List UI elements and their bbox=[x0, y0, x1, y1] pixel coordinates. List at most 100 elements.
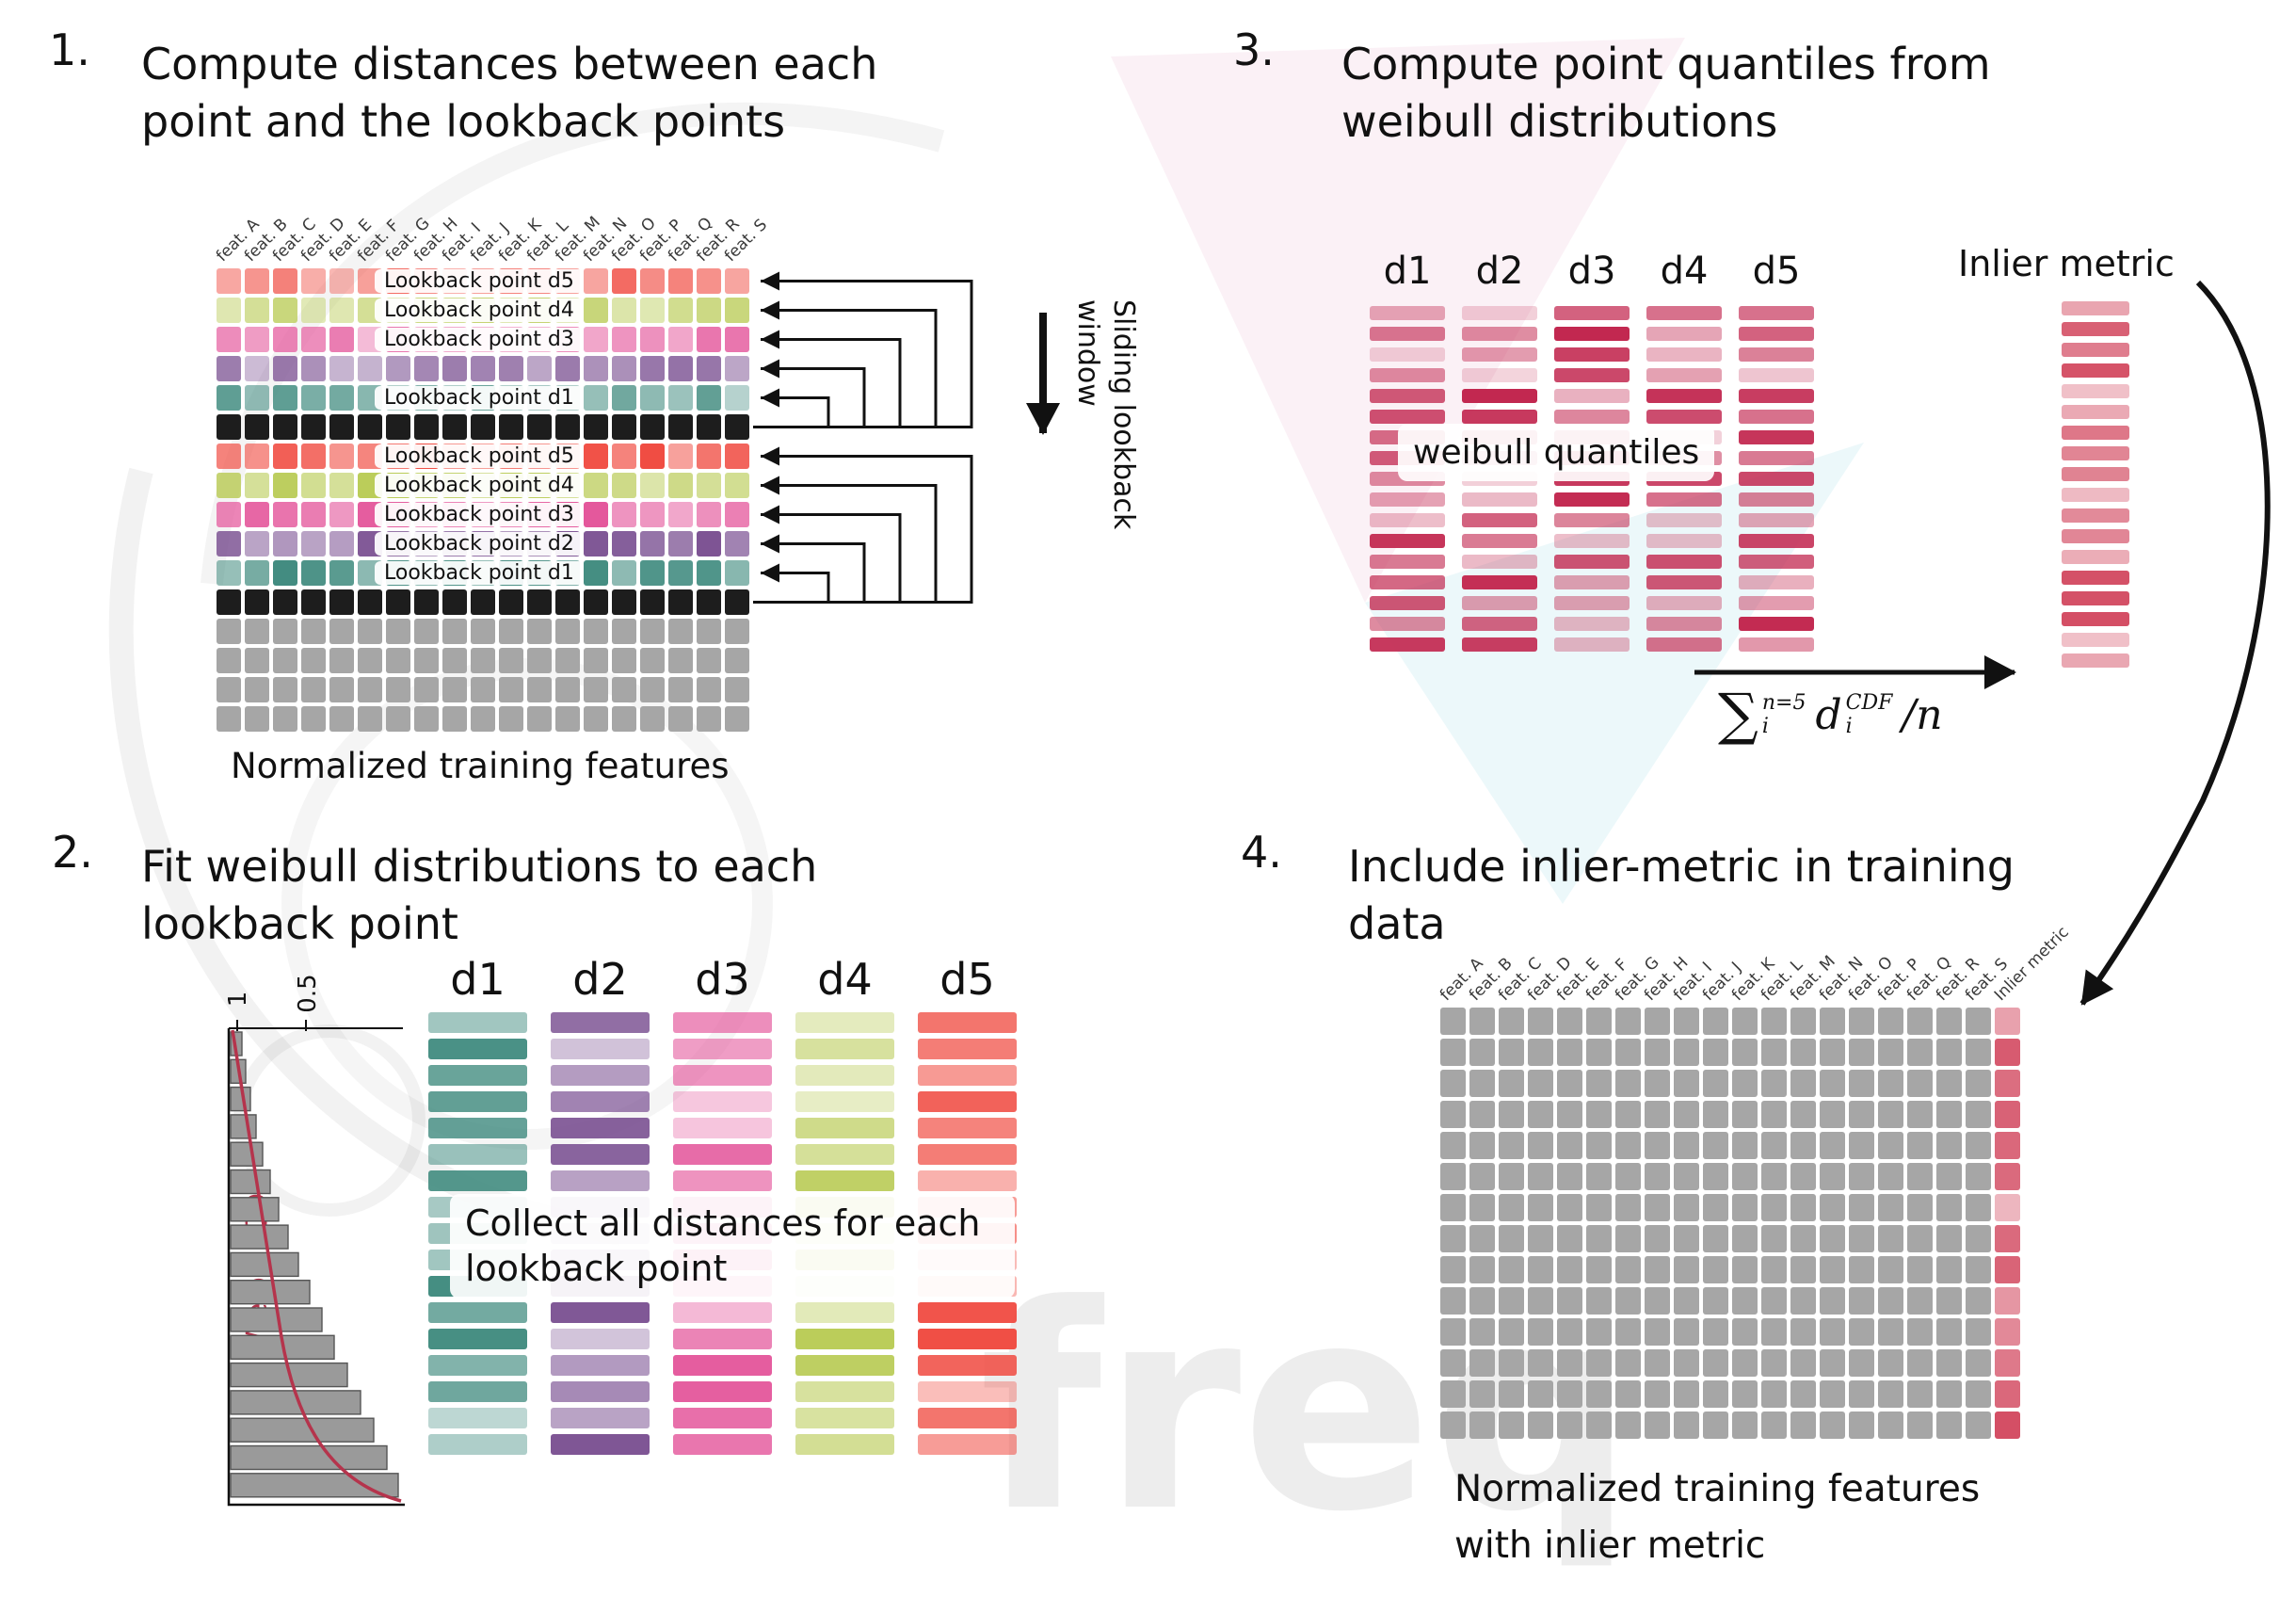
quantile-bar bbox=[1739, 410, 1814, 424]
feature-cell bbox=[612, 619, 636, 644]
distance-bar bbox=[918, 1434, 1017, 1455]
feature-cell bbox=[414, 619, 439, 644]
panel1-caption: Normalized training features bbox=[231, 746, 730, 786]
feature-cell bbox=[471, 619, 495, 644]
feature-cell bbox=[1732, 1225, 1758, 1252]
distance-bar bbox=[795, 1039, 894, 1059]
variable-scripts: CDF i bbox=[1846, 691, 1893, 739]
feature-cell bbox=[1732, 1163, 1758, 1190]
feature-cell bbox=[584, 531, 608, 557]
quantile-column-label: d3 bbox=[1567, 250, 1616, 293]
feature-cell bbox=[386, 356, 410, 381]
feature-cell bbox=[1528, 1132, 1553, 1159]
quantile-column-label: d2 bbox=[1475, 250, 1524, 293]
feature-cell bbox=[471, 648, 495, 673]
feature-cell bbox=[1820, 1318, 1845, 1346]
distance-bar bbox=[551, 1091, 650, 1112]
distance-bar bbox=[795, 1434, 894, 1455]
feature-cell bbox=[1732, 1287, 1758, 1315]
feature-cell bbox=[584, 589, 608, 615]
inlier-metric-bar bbox=[2062, 384, 2129, 398]
quantile-bar bbox=[1646, 637, 1722, 652]
feature-cell bbox=[1790, 1349, 1816, 1377]
feature-cell bbox=[245, 473, 269, 498]
feature-cell bbox=[329, 414, 354, 440]
feature-cell bbox=[245, 444, 269, 469]
feature-cell bbox=[329, 268, 354, 294]
feature-cell bbox=[1440, 1194, 1466, 1221]
distance-bar bbox=[673, 1408, 772, 1428]
variable-sub: i bbox=[1845, 715, 1853, 738]
feature-cell bbox=[668, 473, 693, 498]
distance-bar bbox=[428, 1381, 527, 1402]
bracket-arrow bbox=[753, 476, 938, 604]
distance-column-label: d2 bbox=[572, 954, 628, 1005]
feature-cell bbox=[1790, 1318, 1816, 1346]
feature-cell bbox=[640, 385, 665, 411]
feature-cell bbox=[668, 444, 693, 469]
distance-bar bbox=[428, 1434, 527, 1455]
feature-cell bbox=[414, 414, 439, 440]
quantile-bar bbox=[1554, 306, 1630, 320]
quantile-bar bbox=[1554, 637, 1630, 652]
feature-cell bbox=[1615, 1349, 1641, 1377]
feature-cell bbox=[217, 356, 241, 381]
feature-cell bbox=[1586, 1163, 1612, 1190]
feature-cell bbox=[1674, 1194, 1699, 1221]
feature-cell bbox=[612, 327, 636, 352]
feature-cell bbox=[668, 298, 693, 323]
feature-cell bbox=[358, 589, 382, 615]
feature-cell bbox=[1703, 1225, 1728, 1252]
feature-cell bbox=[697, 502, 721, 527]
feature-cell bbox=[273, 414, 297, 440]
distance-column-label: d5 bbox=[939, 954, 995, 1005]
feature-cell bbox=[1878, 1380, 1903, 1408]
feature-cell bbox=[329, 677, 354, 702]
feature-cell bbox=[245, 531, 269, 557]
feature-cell bbox=[640, 414, 665, 440]
feature-cell bbox=[1674, 1349, 1699, 1377]
feature-cell bbox=[1936, 1287, 1962, 1315]
quantile-bar bbox=[1554, 389, 1630, 403]
feature-cell bbox=[1878, 1008, 1903, 1035]
panel2-title-line2: lookback point bbox=[141, 897, 458, 949]
feature-cell bbox=[1586, 1132, 1612, 1159]
feature-cell bbox=[697, 414, 721, 440]
feature-cell bbox=[1703, 1132, 1728, 1159]
feature-cell bbox=[1586, 1008, 1612, 1035]
feature-cell bbox=[725, 356, 749, 381]
feature-cell bbox=[527, 648, 552, 673]
feature-cell bbox=[1469, 1008, 1495, 1035]
feature-cell bbox=[527, 356, 552, 381]
feature-cell bbox=[1849, 1163, 1874, 1190]
panel1-title-line1: Compute distances between each bbox=[141, 39, 878, 89]
feature-cell bbox=[612, 589, 636, 615]
feature-cell bbox=[1440, 1318, 1466, 1346]
feature-cell bbox=[1557, 1194, 1582, 1221]
feature-cell bbox=[1615, 1132, 1641, 1159]
quantile-bar bbox=[1370, 617, 1445, 631]
quantile-bar bbox=[1370, 368, 1445, 382]
inlier-cell bbox=[1995, 1256, 2020, 1283]
inlier-cell bbox=[1995, 1039, 2020, 1066]
distance-bar bbox=[673, 1012, 772, 1033]
feature-cell bbox=[1440, 1070, 1466, 1097]
distance-bar bbox=[673, 1065, 772, 1086]
quantile-column-label: d5 bbox=[1752, 250, 1801, 293]
feature-cell bbox=[301, 473, 326, 498]
feature-cell bbox=[301, 706, 326, 732]
distance-bar bbox=[795, 1091, 894, 1112]
feature-cell bbox=[555, 706, 580, 732]
quantile-bar bbox=[1370, 492, 1445, 507]
feature-cell bbox=[725, 473, 749, 498]
feature-cell bbox=[612, 706, 636, 732]
feature-cell bbox=[1557, 1225, 1582, 1252]
feature-cell bbox=[1440, 1256, 1466, 1283]
feature-cell bbox=[1557, 1380, 1582, 1408]
feature-cell bbox=[301, 531, 326, 557]
feature-cell bbox=[1907, 1070, 1933, 1097]
feature-cell bbox=[1645, 1039, 1670, 1066]
quantile-bar bbox=[1462, 555, 1537, 569]
feature-cell bbox=[329, 327, 354, 352]
distance-bar bbox=[918, 1381, 1017, 1402]
